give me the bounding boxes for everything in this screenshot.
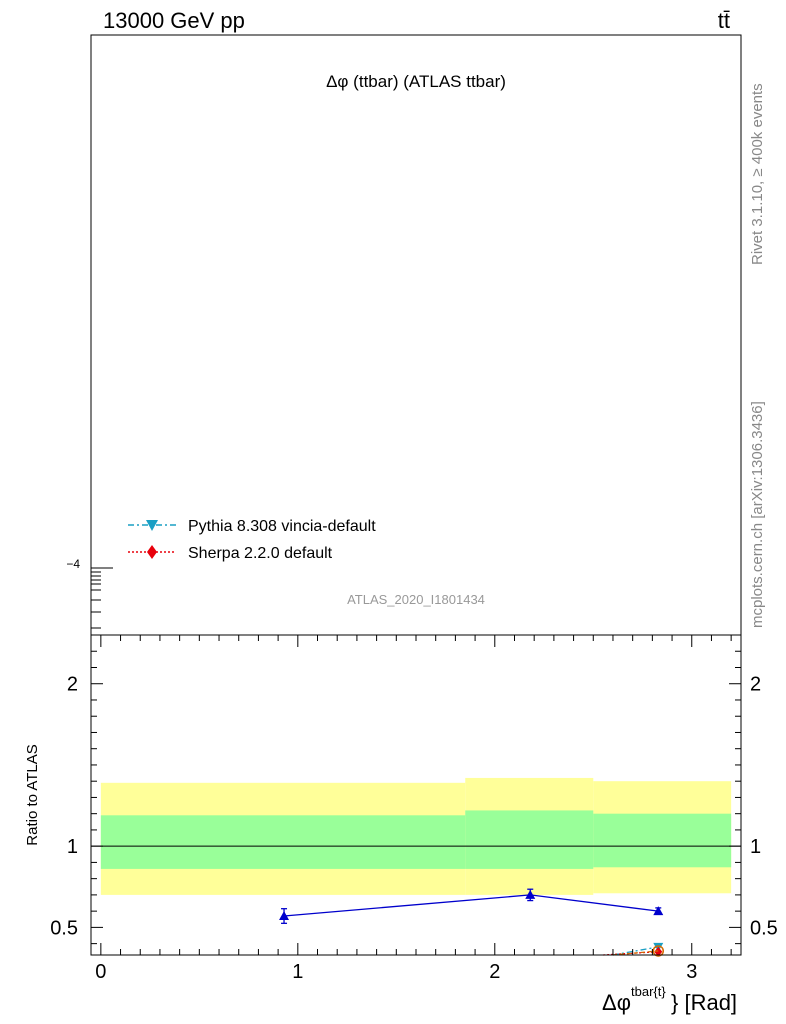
x-tick-label-1: 1	[292, 961, 303, 983]
legend-entry-sherpa: Sherpa 2.2.0 default	[128, 545, 333, 562]
series-0-line	[283, 894, 659, 917]
series-0-point-0	[279, 911, 290, 921]
legend: Pythia 8.308 vincia-default Sherpa 2.2.0…	[128, 518, 376, 562]
main-panel-title: Δφ (ttbar) (ATLAS ttbar)	[326, 72, 506, 91]
x-tick-label-2: 2	[489, 961, 500, 983]
y-tick-label-right-0.5: 0.5	[750, 917, 778, 939]
series-1-line	[612, 946, 659, 956]
legend-marker-pythia	[146, 520, 158, 531]
process-label: tt̄	[718, 8, 730, 33]
x-axis-label: Δφ tbar{t} } [Rad]	[602, 984, 737, 1015]
y-axis-ticks: 0.5 0.5 1 1 2 2	[50, 634, 778, 945]
series-2-line	[603, 951, 659, 956]
band-green-2	[593, 813, 732, 868]
ratio-panel: 0 1 2 3 0.5 0.5 1 1 2 2 Ratio to ATLAS Δφ tbar{t…	[24, 634, 778, 1015]
y-axis-label: Ratio to ATLAS	[24, 744, 41, 845]
main-y-tick-label: −4	[66, 557, 80, 571]
main-y-ticks	[91, 567, 113, 629]
y-tick-label-left-0.5: 0.5	[50, 917, 78, 939]
x-axis-label-sup: tbar{t}	[631, 984, 666, 999]
analysis-id: ATLAS_2020_I1801434	[347, 592, 485, 607]
legend-label-sherpa: Sherpa 2.2.0 default	[188, 545, 333, 562]
band-green-0	[100, 815, 466, 869]
y-tick-label-right-2: 2	[750, 674, 761, 696]
y-tick-label-right-1: 1	[750, 836, 761, 858]
uncertainty-bands	[100, 777, 732, 895]
x-axis-label-main: Δφ	[602, 990, 631, 1015]
mcplots-label: mcplots.cern.ch [arXiv:1306.3436]	[749, 401, 766, 628]
series-0-point-2	[653, 906, 664, 916]
legend-marker-sherpa	[147, 545, 157, 559]
main-panel: Δφ (ttbar) (ATLAS ttbar) ATLAS_2020_I180…	[66, 34, 742, 636]
legend-entry-pythia: Pythia 8.308 vincia-default	[128, 518, 376, 535]
rivet-label: Rivet 3.1.10, ≥ 400k events	[749, 83, 766, 265]
series-3-line	[612, 950, 659, 956]
band-green-1	[465, 810, 594, 869]
y-tick-label-left-1: 1	[67, 836, 78, 858]
series-2-point-1	[654, 946, 663, 957]
x-tick-label-3: 3	[686, 961, 697, 983]
x-tick-label-0: 0	[95, 961, 106, 983]
legend-label-pythia: Pythia 8.308 vincia-default	[188, 518, 376, 535]
series-3-point-1	[652, 945, 665, 957]
series-layer	[279, 888, 665, 957]
x-axis-ticks: 0 1 2 3	[95, 635, 732, 983]
energy-label: 13000 GeV pp	[103, 8, 245, 33]
x-axis-label-tail: } [Rad]	[671, 990, 737, 1015]
y-tick-label-left-2: 2	[67, 674, 78, 696]
series-0-point-1	[525, 889, 536, 899]
